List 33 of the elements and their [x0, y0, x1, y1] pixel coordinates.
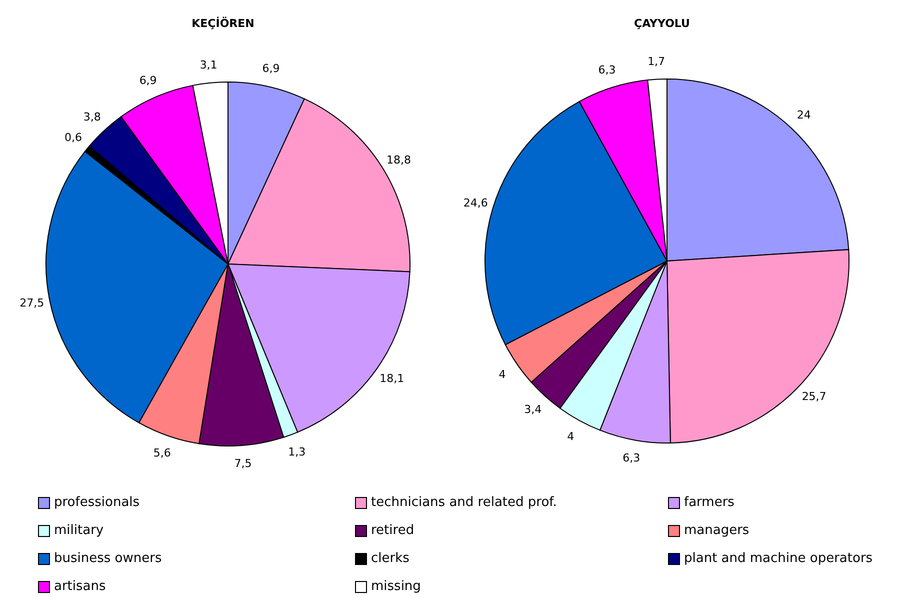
legend-label: plant and machine operators	[683, 551, 873, 566]
data-label: 5,6	[153, 446, 171, 460]
data-label: 3,1	[200, 58, 218, 72]
data-label: 18,8	[386, 153, 411, 166]
data-label: 25,7	[802, 390, 826, 404]
legend-label: professionals	[53, 495, 140, 510]
data-label: 6,9	[262, 62, 280, 76]
data-label: 1,3	[288, 445, 306, 458]
chart-title: KEÇİÖREN	[190, 17, 256, 30]
legend-label: farmers	[683, 495, 734, 510]
data-label: 0,6	[64, 130, 82, 144]
legend-label: military	[53, 523, 104, 538]
legend-label: technicians and related prof.	[370, 495, 557, 510]
data-label: 1,7	[648, 54, 666, 68]
data-label: 3,4	[524, 402, 542, 416]
data-label: 27,5	[20, 296, 44, 310]
chart-title: ÇAYYOLU	[633, 17, 691, 30]
data-label: 6,3	[598, 64, 616, 77]
data-label: 24,6	[463, 196, 488, 210]
legend-label: missing	[370, 579, 421, 594]
legend-label: business owners	[53, 551, 162, 566]
data-label: 4	[567, 430, 574, 443]
data-label: 18,1	[380, 372, 404, 386]
data-label: 6,3	[622, 451, 640, 464]
legend-label: artisans	[53, 579, 106, 594]
legend-label: managers	[683, 523, 750, 538]
data-label: 6,9	[139, 74, 157, 88]
data-label: 7,5	[234, 456, 252, 470]
data-label: 3,8	[83, 110, 101, 124]
legend-label: clerks	[370, 551, 410, 566]
data-label: 24	[796, 108, 811, 122]
data-label: 4	[498, 368, 506, 381]
legend-label: retired	[370, 523, 414, 538]
